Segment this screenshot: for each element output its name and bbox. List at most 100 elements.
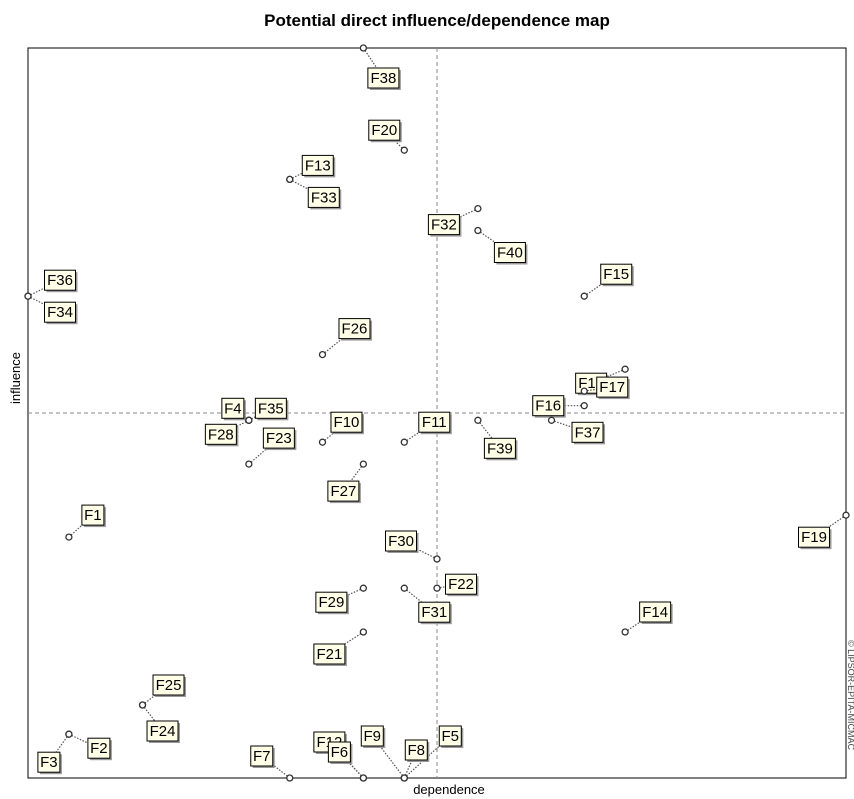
data-point-marker	[581, 293, 587, 299]
point-f38: F38	[360, 45, 401, 90]
point-label: F35	[258, 400, 284, 417]
point-f8: F8	[401, 740, 429, 781]
point-f9: F9	[361, 726, 407, 781]
data-point-marker	[287, 775, 293, 781]
point-label: F21	[316, 646, 342, 663]
point-f1: F1	[66, 505, 106, 540]
point-f39: F39	[475, 417, 518, 460]
data-point-marker	[25, 293, 31, 299]
point-f37: F37	[549, 417, 606, 444]
point-label: F32	[431, 217, 457, 234]
point-label: F11	[422, 414, 447, 431]
point-f15: F15	[581, 264, 634, 299]
point-f33: F33	[287, 176, 342, 209]
point-f21: F21	[314, 629, 367, 666]
point-f29: F29	[316, 585, 367, 614]
data-point-marker	[622, 629, 628, 635]
point-f36: F36	[25, 270, 78, 299]
point-label: F6	[331, 744, 349, 761]
point-label: F28	[208, 426, 234, 443]
point-label: F14	[642, 604, 668, 621]
point-f25: F25	[140, 675, 187, 708]
data-point-marker	[287, 176, 293, 182]
data-point-marker	[843, 512, 849, 518]
point-label: F17	[599, 379, 625, 396]
data-point-marker	[549, 417, 555, 423]
point-label: F31	[421, 604, 447, 621]
data-point-marker	[581, 388, 587, 394]
point-label: F23	[266, 430, 292, 447]
watermark: © LIPSOR-EPITA-MICMAC	[846, 640, 854, 750]
data-point-marker	[140, 702, 146, 708]
point-label: F26	[342, 321, 368, 338]
point-label: F29	[318, 594, 344, 611]
point-f30: F30	[386, 531, 441, 562]
data-point-marker	[66, 534, 72, 540]
point-label: F13	[305, 157, 331, 174]
point-label: F4	[224, 400, 242, 417]
data-point-marker	[434, 556, 440, 562]
data-point-marker	[475, 417, 481, 423]
data-point-marker	[319, 439, 325, 445]
point-f7: F7	[251, 746, 293, 781]
point-label: F1	[84, 507, 102, 524]
point-label: F33	[311, 189, 337, 206]
data-point-marker	[360, 775, 366, 781]
data-point-marker	[360, 585, 366, 591]
point-f2: F2	[66, 731, 112, 760]
data-point-marker	[66, 731, 72, 737]
data-point-marker	[581, 403, 587, 409]
point-label: F7	[253, 748, 271, 765]
point-f11: F11	[401, 412, 452, 445]
data-point-marker	[475, 228, 481, 234]
point-label: F37	[575, 424, 601, 441]
point-f32: F32	[428, 206, 481, 237]
point-label: F8	[408, 742, 426, 759]
point-f27: F27	[328, 461, 367, 503]
point-label: F5	[442, 728, 460, 745]
point-f6: F6	[328, 742, 366, 781]
point-f16: F16	[533, 396, 588, 418]
point-f34: F34	[25, 293, 78, 324]
point-f13: F13	[287, 155, 336, 182]
point-f10: F10	[319, 412, 364, 445]
point-label: F19	[801, 529, 827, 546]
point-label: F22	[448, 576, 474, 593]
point-f26: F26	[319, 319, 372, 358]
point-label: F36	[47, 272, 73, 289]
chart-title: Potential direct influence/dependence ma…	[264, 11, 610, 30]
point-label: F10	[334, 414, 360, 431]
data-point-marker	[360, 461, 366, 467]
point-label: F25	[156, 677, 182, 694]
point-label: F30	[388, 533, 414, 550]
point-f40: F40	[475, 228, 528, 265]
y-axis-label: influence	[8, 352, 23, 404]
point-label: F27	[330, 483, 356, 500]
point-label: F2	[90, 740, 108, 757]
point-f23: F23	[246, 428, 296, 467]
point-f22: F22	[434, 574, 479, 596]
point-f14: F14	[622, 602, 673, 635]
point-f28: F28	[205, 417, 252, 446]
point-label: F3	[40, 754, 58, 771]
data-point-marker	[622, 366, 628, 372]
data-point-marker	[360, 45, 366, 51]
data-point-marker	[246, 417, 252, 423]
point-label: F24	[150, 723, 176, 740]
point-label: F39	[487, 440, 513, 457]
point-label: F15	[603, 266, 629, 283]
data-point-marker	[434, 585, 440, 591]
data-point-marker	[401, 585, 407, 591]
point-f20: F20	[369, 120, 408, 153]
point-label: F34	[47, 304, 73, 321]
x-axis-label: dependence	[413, 782, 485, 797]
point-label: F38	[370, 70, 396, 87]
data-point-marker	[475, 206, 481, 212]
data-point-marker	[401, 439, 407, 445]
point-f31: F31	[401, 585, 452, 624]
point-f3: F3	[38, 731, 72, 774]
data-point-marker	[401, 147, 407, 153]
point-label: F16	[535, 398, 561, 415]
point-f24: F24	[140, 702, 181, 743]
